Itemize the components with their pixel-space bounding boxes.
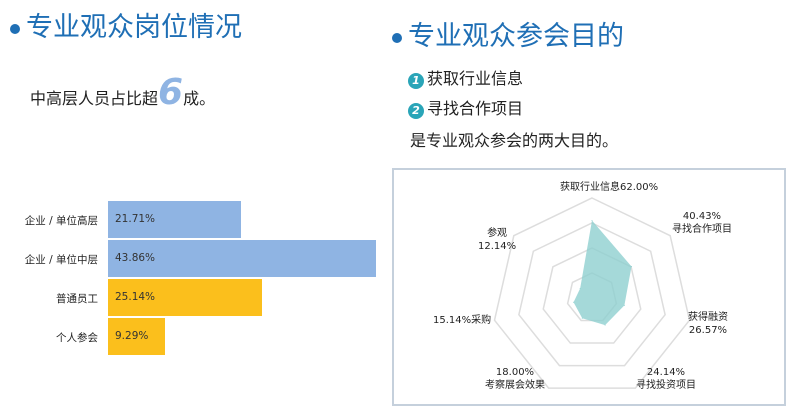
bar-category-label: 企业 / 单位高层: [24, 215, 98, 227]
axis-name: 获取行业信息: [560, 182, 620, 193]
radar-point: [579, 288, 581, 290]
left-title-text: 专业观众岗位情况: [26, 12, 242, 43]
purpose-item-1: 1 获取行业信息: [408, 65, 523, 89]
number-badge-icon: 1: [408, 73, 424, 89]
bar: 25.14%: [108, 279, 262, 316]
axis-value: 18.00%: [495, 367, 535, 378]
radar-point: [604, 324, 606, 326]
right-summary: 是专业观众参会的两大目的。: [410, 131, 619, 150]
radar-axis-label: 参观 12.14%: [478, 227, 516, 253]
radar-point: [591, 220, 593, 221]
radar-grid-ring: [518, 222, 666, 367]
radar-series-area: [573, 220, 632, 326]
bar-category-label: 个人参会: [56, 332, 98, 344]
bar-category-label: 普通员工: [56, 293, 98, 305]
purpose-text: 寻找合作项目: [427, 99, 524, 118]
axis-name: 寻找投资项目: [636, 380, 696, 391]
axis-value: 62.00%: [620, 182, 659, 193]
axis-value: 12.14%: [478, 241, 517, 252]
left-summary: 中高层人员占比超6成。: [30, 72, 215, 113]
bar: 43.86%: [108, 240, 376, 277]
summary-number: 6: [158, 72, 184, 113]
bar-category-label: 企业 / 单位中层: [24, 254, 98, 266]
axis-value: 40.43%: [682, 211, 722, 222]
axis-name: 寻找合作项目: [672, 224, 732, 235]
radar-point: [573, 301, 575, 303]
radar-chart-frame: [392, 168, 786, 406]
left-title: 专业观众岗位情况: [10, 5, 242, 44]
radar-axis-label: 获得融资 26.57%: [688, 311, 728, 337]
axis-value: 24.14%: [646, 367, 686, 378]
radar-axis-label: 15.14%采购: [433, 314, 491, 327]
axis-name: 考察展会效果: [485, 380, 545, 391]
radar-axis-label: 40.43% 寻找合作项目: [672, 210, 732, 236]
radar-grid-ring: [493, 197, 691, 389]
summary-prefix: 中高层人员占比超: [30, 89, 159, 108]
radar-point: [623, 304, 625, 306]
radar-point: [581, 317, 583, 319]
axis-value: 26.57%: [688, 325, 728, 336]
radar-point: [631, 265, 633, 267]
radar-grid-ring: [542, 247, 642, 344]
axis-name: 参观: [487, 228, 508, 239]
bullet-icon: [392, 32, 402, 43]
bar: 9.29%: [108, 318, 165, 355]
radar-axis-label: 获取行业信息62.00%: [560, 181, 658, 194]
axis-name: 采购: [471, 315, 492, 326]
bar: 21.71%: [108, 201, 241, 238]
radar-axis-label: 18.00% 考察展会效果: [485, 366, 545, 392]
axis-name: 获得融资: [688, 312, 728, 323]
right-title-text: 专业观众参会目的: [408, 21, 624, 52]
right-title: 专业观众参会目的: [392, 14, 624, 53]
radar-axis-label: 24.14% 寻找投资项目: [636, 366, 696, 392]
axis-value: 15.14%: [433, 315, 472, 326]
number-badge-icon: 2: [408, 103, 424, 119]
purpose-text: 获取行业信息: [427, 69, 524, 88]
bullet-icon: [10, 23, 20, 34]
purpose-item-2: 2 寻找合作项目: [408, 95, 523, 119]
summary-suffix: 成。: [183, 89, 216, 108]
